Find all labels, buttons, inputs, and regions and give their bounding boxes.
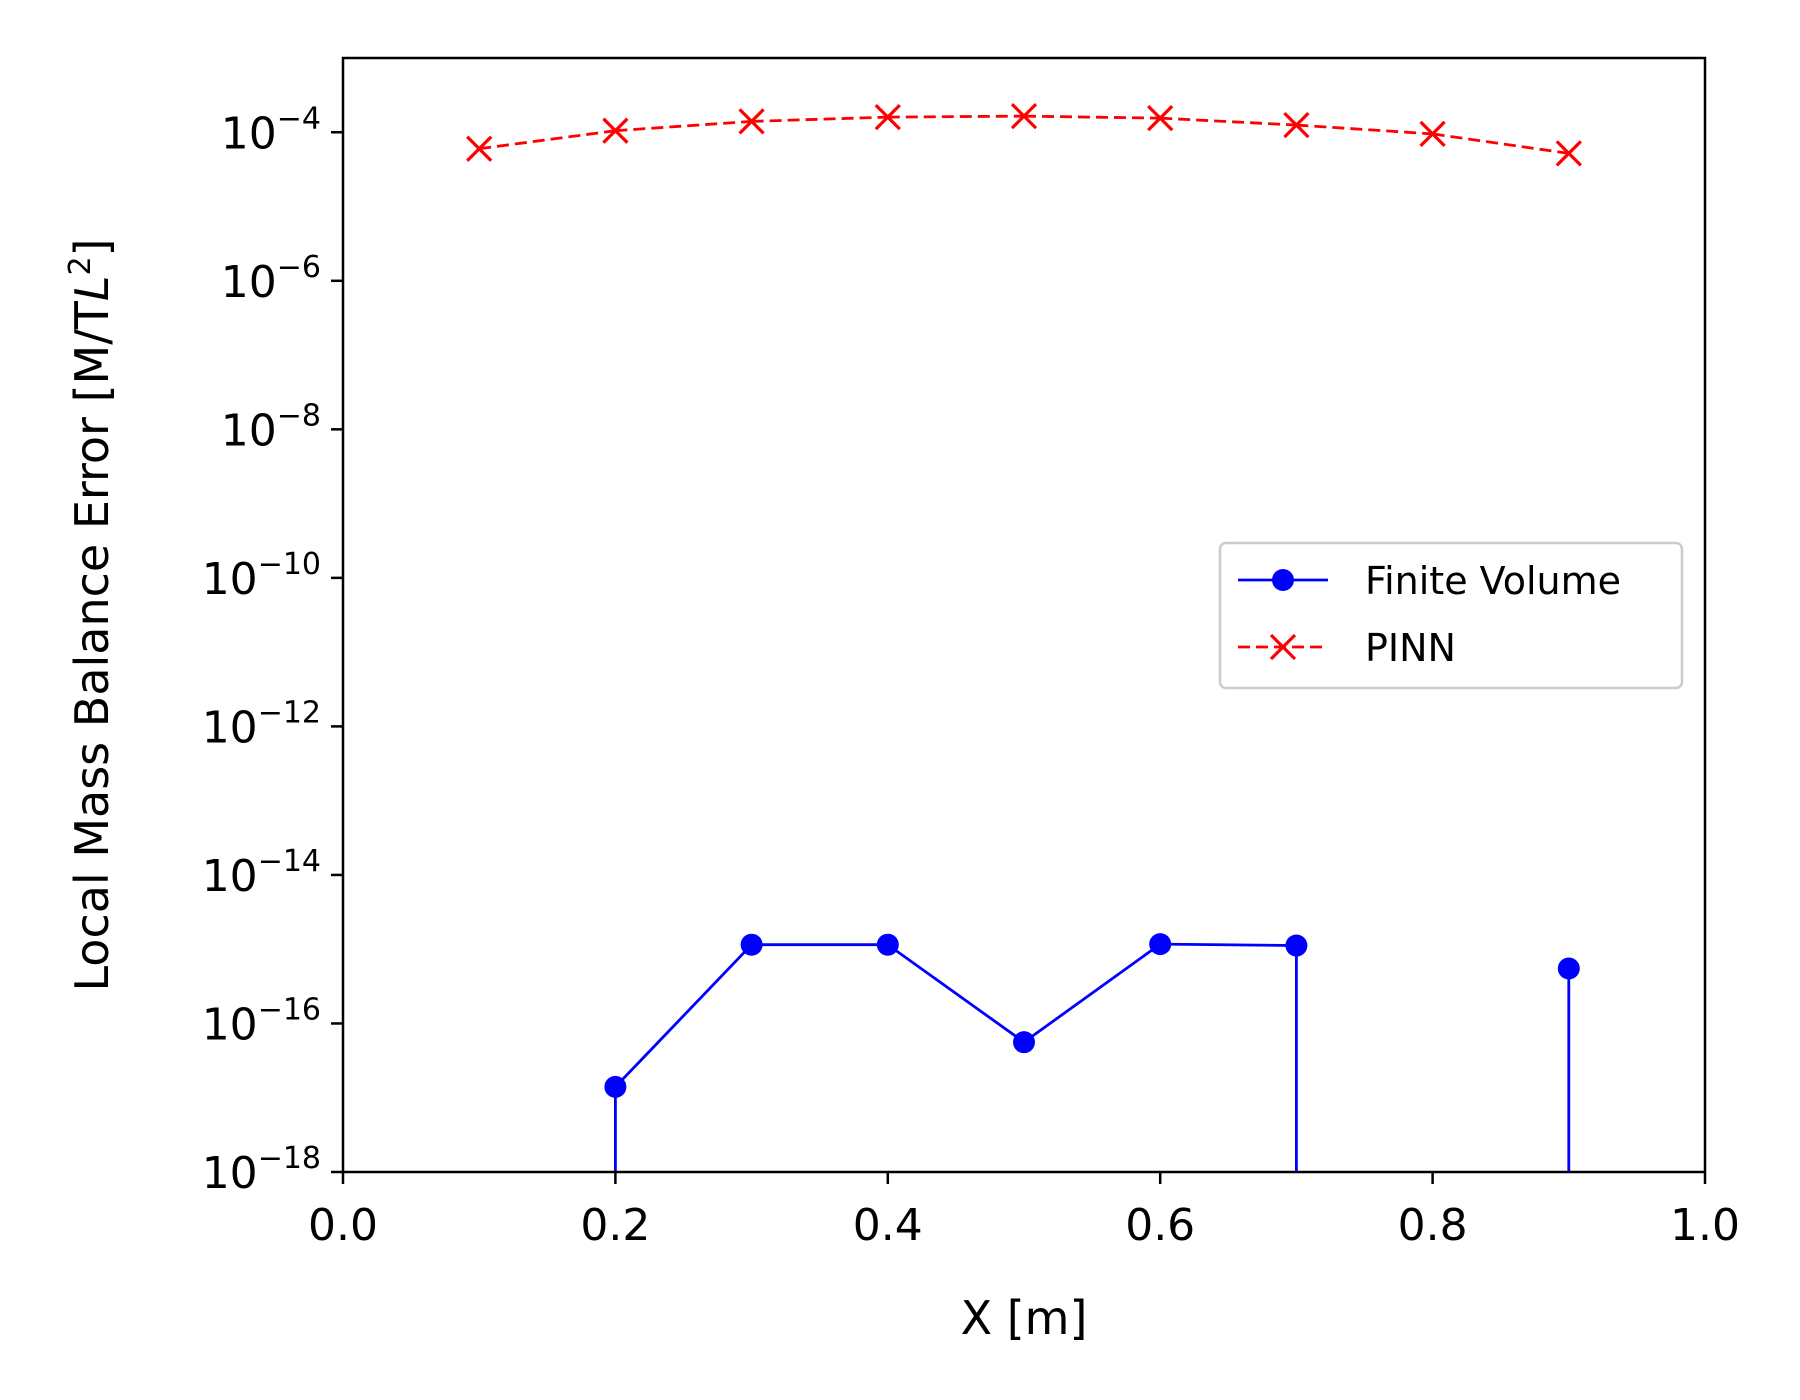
series-segment bbox=[886, 943, 1025, 1044]
x-tick-label: 0.6 bbox=[1125, 1200, 1195, 1251]
x-axis-label: X [m] bbox=[961, 1291, 1088, 1345]
x-tick-label: 0.8 bbox=[1398, 1200, 1468, 1251]
data-point-stroke bbox=[874, 103, 901, 131]
data-point bbox=[602, 117, 629, 144]
y-axis-label-sup: 2 bbox=[63, 256, 98, 275]
y-tick-label: 10−12 bbox=[202, 695, 321, 753]
x-tick-label: 0.4 bbox=[853, 1200, 923, 1251]
y-tick-label: 10−4 bbox=[221, 101, 321, 159]
data-point bbox=[1013, 1031, 1035, 1054]
data-point bbox=[874, 103, 901, 131]
y-axis-label-italic: L bbox=[65, 276, 119, 302]
data-point bbox=[604, 1075, 627, 1098]
legend-label-finite-volume: Finite Volume bbox=[1365, 559, 1621, 603]
data-point-stroke bbox=[1555, 140, 1582, 167]
y-axis-label-suffix: ] bbox=[65, 238, 119, 256]
series-pinn bbox=[466, 102, 1582, 167]
y-tick-label: 10−8 bbox=[221, 398, 321, 456]
plot-layer bbox=[466, 102, 1582, 1172]
plot-frame bbox=[341, 56, 1707, 1174]
series-segment bbox=[1160, 942, 1297, 947]
y-tick-label: 10−18 bbox=[202, 1141, 321, 1199]
y-tick-label: 10−14 bbox=[202, 844, 321, 902]
series-segment bbox=[615, 120, 752, 133]
y-tick-label: 10−16 bbox=[202, 992, 321, 1050]
data-point bbox=[738, 108, 765, 135]
data-point-stroke bbox=[1283, 111, 1310, 139]
data-point bbox=[466, 135, 493, 162]
series-segment bbox=[479, 129, 616, 151]
series-finite-volume bbox=[604, 933, 1580, 1172]
data-point bbox=[1147, 104, 1174, 132]
x-tick-label: 1.0 bbox=[1670, 1200, 1740, 1251]
legend-marker-pinn bbox=[1269, 633, 1297, 661]
series-segment bbox=[1432, 132, 1569, 155]
data-point bbox=[1283, 111, 1310, 139]
x-tick-label: 0.2 bbox=[580, 1200, 650, 1251]
data-point bbox=[1555, 140, 1582, 167]
data-point bbox=[876, 933, 899, 956]
axes-layer: 0.0 0.2 0.4 0.6 0.8 1.0 10−4 10−6 10−8 10−10 10−12… bbox=[202, 101, 1740, 1251]
data-point-stroke bbox=[1147, 104, 1174, 132]
data-point bbox=[1285, 934, 1308, 957]
series-segment bbox=[887, 114, 1025, 119]
y-axis-label-main: Local Mass Balance Error [M/T bbox=[65, 300, 119, 991]
legend-marker-finite-volume bbox=[1272, 569, 1294, 591]
y-axis-label: Local Mass Balance Error [M/TL2] bbox=[63, 238, 119, 991]
data-point-stroke bbox=[1419, 120, 1446, 148]
series-segment bbox=[1296, 123, 1433, 136]
series-segment bbox=[1023, 114, 1161, 120]
legend-box bbox=[1218, 541, 1684, 690]
data-point-stroke bbox=[738, 108, 765, 135]
data-point bbox=[1010, 102, 1038, 130]
data-point bbox=[740, 933, 763, 956]
data-point-stroke bbox=[466, 135, 493, 162]
series-segment bbox=[1160, 116, 1297, 127]
series-segment bbox=[751, 115, 888, 123]
legend: Finite Volume PINN bbox=[1218, 541, 1684, 690]
data-point-stroke bbox=[1010, 102, 1038, 130]
series-segment bbox=[1023, 942, 1162, 1044]
data-point bbox=[1557, 957, 1580, 980]
data-point bbox=[1419, 120, 1446, 148]
data-point bbox=[1149, 933, 1172, 956]
data-point-stroke bbox=[602, 117, 629, 144]
y-tick-label: 10−6 bbox=[221, 250, 321, 308]
series-segment bbox=[614, 943, 753, 1088]
x-tick-label: 0.0 bbox=[308, 1200, 378, 1251]
legend-label-pinn: PINN bbox=[1365, 626, 1456, 670]
y-tick-label: 10−10 bbox=[202, 547, 321, 605]
